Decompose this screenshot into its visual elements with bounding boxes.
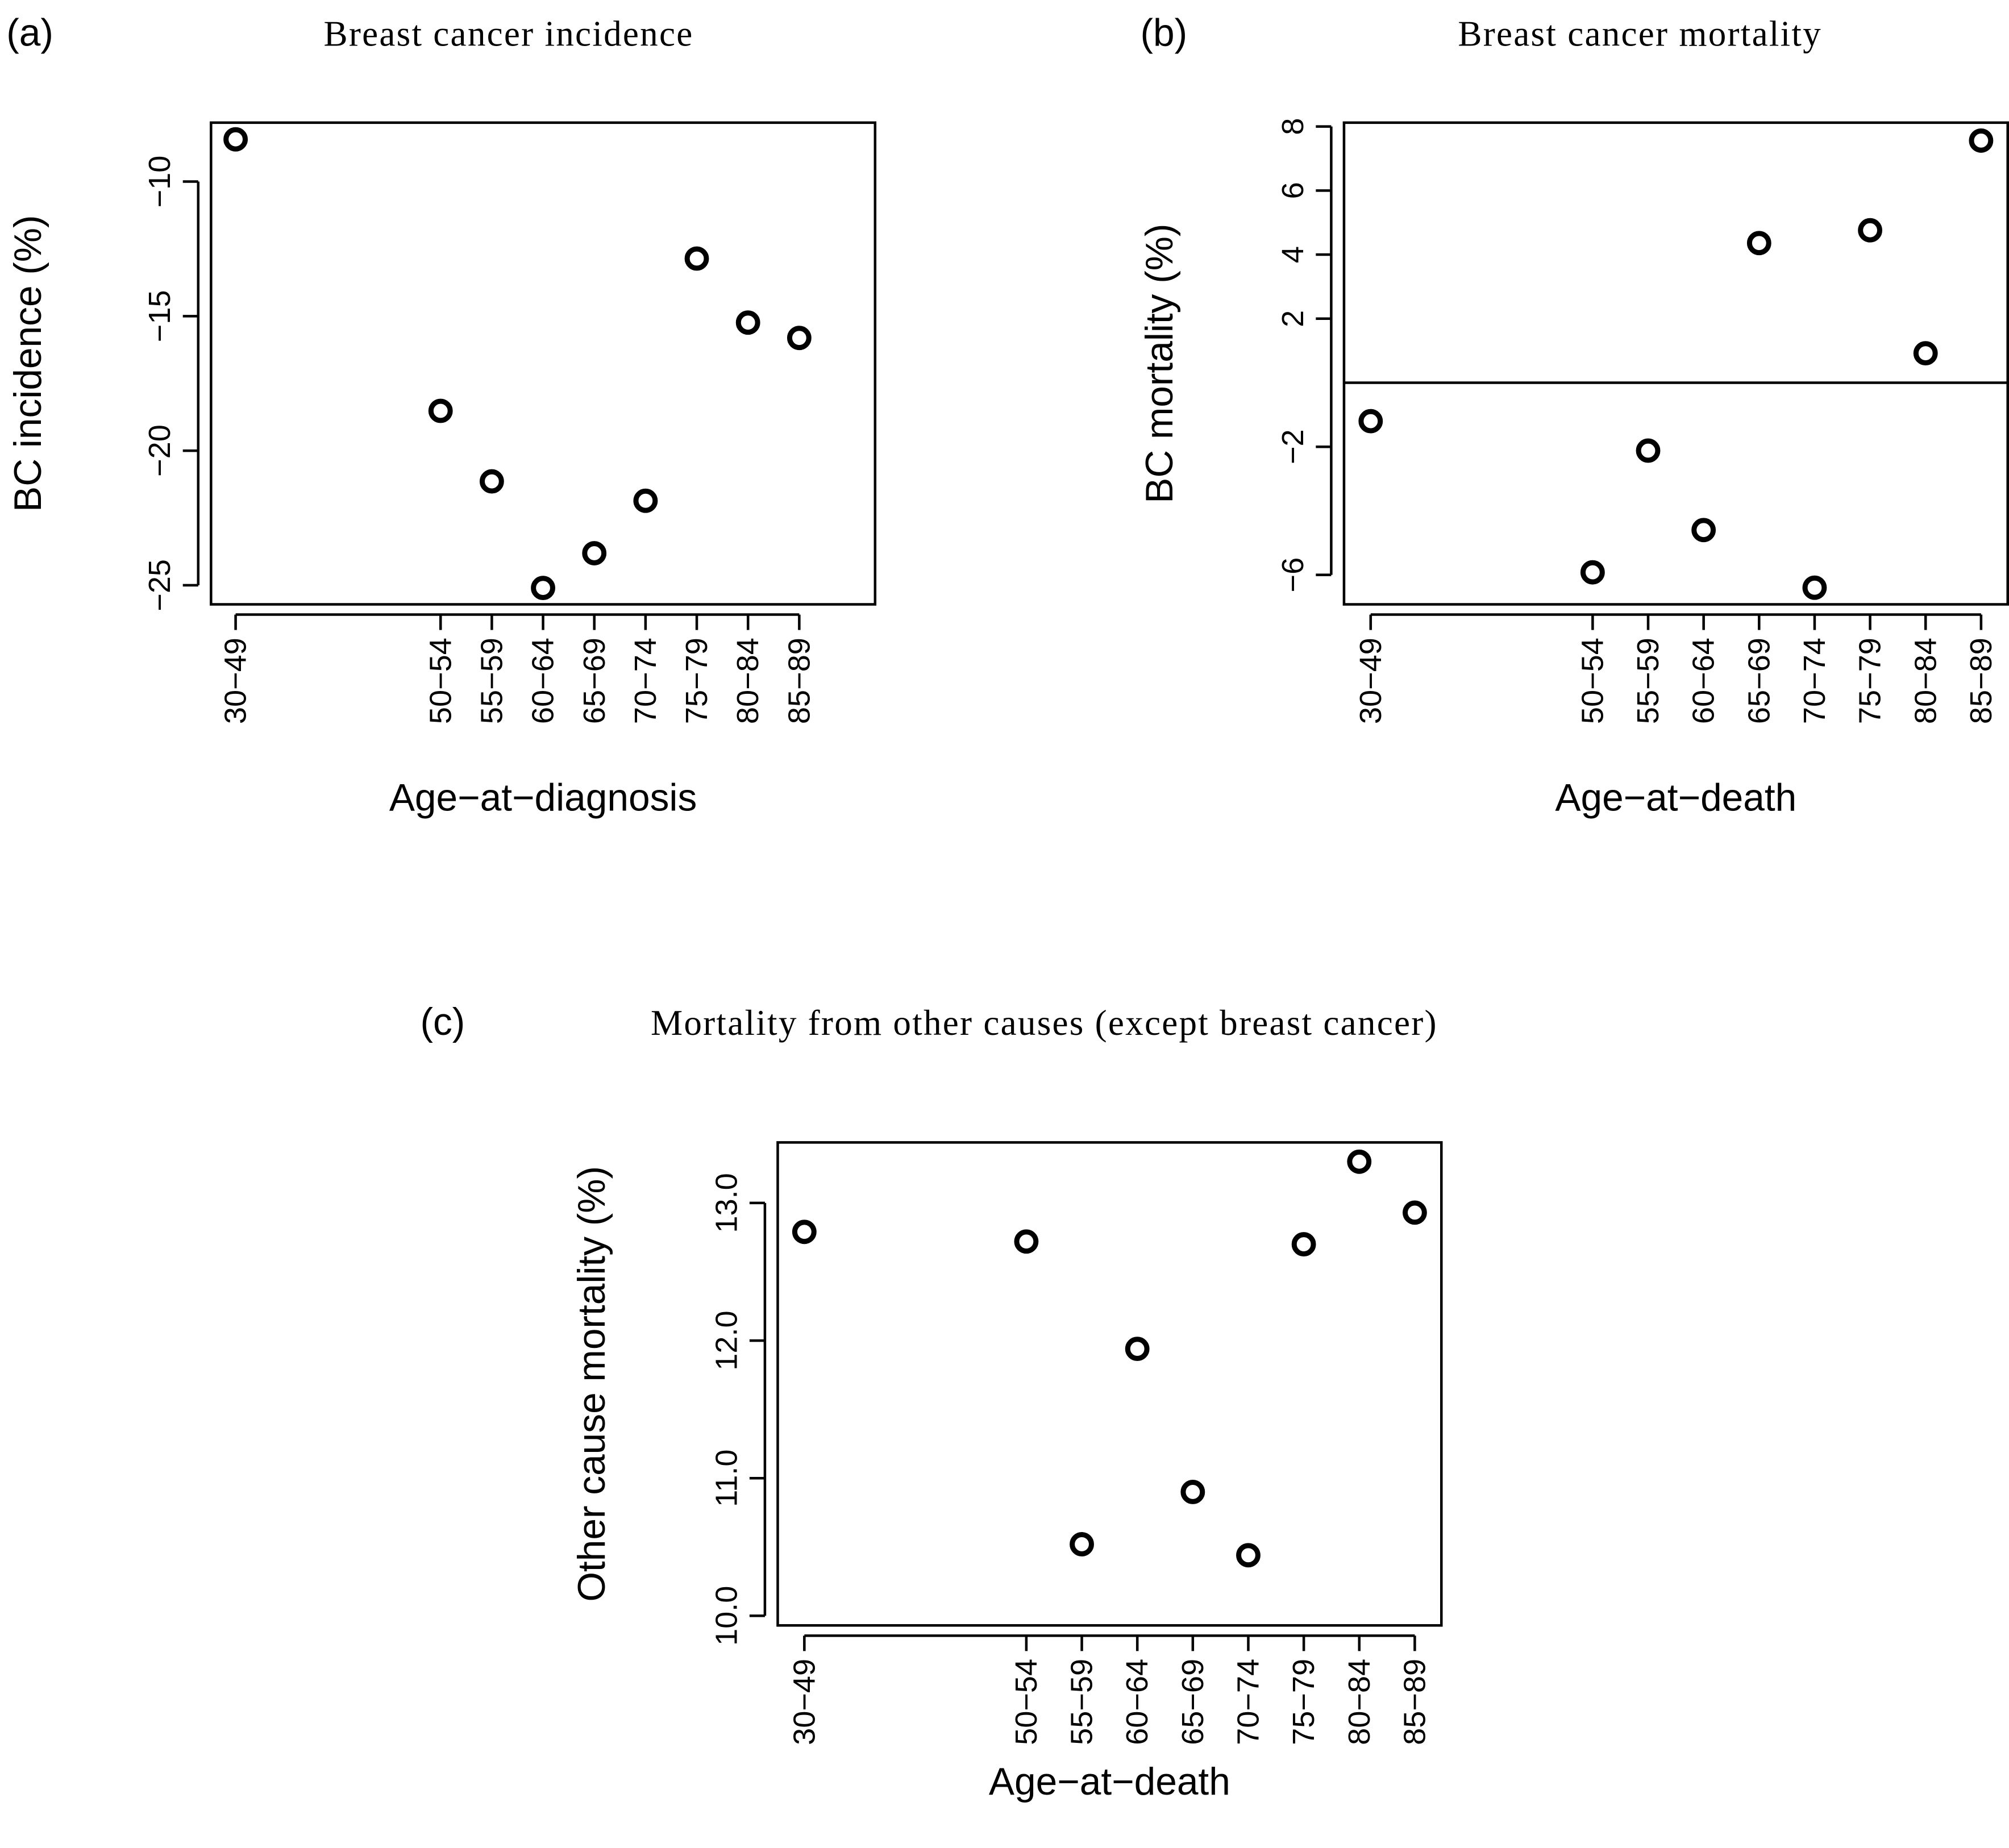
x-tick-label: 65−69 (1742, 638, 1776, 724)
point (1746, 231, 1771, 256)
y-tick-label: −20 (143, 424, 177, 477)
x-tick-label: 85−89 (1397, 1659, 1432, 1745)
x-tick-label: 55−59 (1065, 1659, 1099, 1745)
x-tick-label: 65−69 (1176, 1659, 1210, 1745)
x-tick-label: 60−64 (1120, 1659, 1154, 1745)
point (1358, 409, 1383, 434)
plot-frame (1342, 121, 2009, 606)
x-axis-label: Age−at−death (1555, 776, 1796, 819)
point (1691, 518, 1716, 543)
point (1802, 575, 1827, 600)
x-tick-label: 50−54 (1575, 638, 1609, 724)
y-axis-label: Other cause mortality (%) (571, 1166, 613, 1602)
y-tick-label: 8 (1276, 118, 1310, 135)
point (1402, 1200, 1427, 1225)
y-tick-label: 13.0 (709, 1173, 743, 1233)
x-tick-label: 30−49 (787, 1659, 821, 1745)
x-tick-label: 60−64 (1687, 638, 1721, 724)
y-tick-label: 4 (1276, 246, 1310, 263)
panel-label: (a) (6, 12, 53, 55)
point (1125, 1337, 1150, 1362)
x-axis-label: Age−at−death (989, 1760, 1230, 1803)
y-axis-label: BC incidence (%) (7, 215, 49, 511)
point (531, 576, 555, 601)
point (633, 488, 658, 513)
x-tick-label: 50−54 (1009, 1659, 1043, 1745)
y-tick-label: 2 (1276, 310, 1310, 327)
point (735, 310, 760, 335)
y-tick-label: −2 (1276, 429, 1310, 464)
x-tick-label: 65−69 (577, 638, 612, 724)
point (1014, 1229, 1039, 1254)
plot-frame (776, 1141, 1443, 1627)
y-tick-label: 11.0 (709, 1450, 743, 1507)
y-tick-label: −25 (143, 559, 177, 611)
x-axis-label: Age−at−diagnosis (389, 776, 697, 819)
panel-label: (b) (1140, 12, 1187, 55)
x-tick-label: 80−84 (731, 638, 765, 724)
point (582, 541, 607, 565)
point (1636, 438, 1661, 463)
chart-title: Breast cancer incidence (324, 14, 694, 54)
point (1913, 341, 1938, 366)
point (1580, 560, 1605, 585)
x-tick-label: 30−49 (1354, 638, 1388, 724)
point (1291, 1232, 1316, 1256)
point (1858, 218, 1883, 243)
point (428, 398, 453, 423)
x-tick-label: 70−74 (1232, 1659, 1266, 1745)
point (1236, 1543, 1261, 1568)
x-tick-label: 60−64 (526, 638, 560, 724)
point (787, 326, 812, 351)
y-tick-label: 12.0 (709, 1310, 743, 1370)
y-tick-label: 10.0 (709, 1586, 743, 1646)
x-tick-label: 80−84 (1342, 1659, 1376, 1745)
point (1969, 128, 1994, 153)
x-tick-label: 75−79 (680, 638, 714, 724)
y-tick-label: 6 (1276, 182, 1310, 199)
x-tick-label: 85−89 (1964, 638, 1998, 724)
x-tick-label: 50−54 (423, 638, 457, 724)
y-tick-label: −10 (143, 156, 177, 208)
y-axis-label: BC mortality (%) (1138, 224, 1181, 503)
x-tick-label: 75−79 (1287, 1659, 1321, 1745)
chart-title: Mortality from other causes (except brea… (651, 1003, 1438, 1043)
x-tick-label: 55−59 (475, 638, 509, 724)
x-tick-label: 55−59 (1631, 638, 1665, 724)
point (1347, 1149, 1372, 1174)
y-tick-label: −6 (1276, 557, 1310, 593)
point (1070, 1532, 1094, 1556)
point (223, 127, 248, 152)
point (1180, 1480, 1205, 1504)
point (684, 246, 709, 271)
x-tick-label: 70−74 (629, 638, 663, 724)
x-tick-label: 70−74 (1798, 638, 1832, 724)
chart-title: Breast cancer mortality (1458, 14, 1822, 54)
panel-label: (c) (420, 1001, 465, 1043)
plot-frame (210, 121, 877, 606)
x-tick-label: 30−49 (219, 638, 253, 724)
point (479, 469, 504, 494)
y-tick-label: −15 (143, 290, 177, 342)
x-tick-label: 75−79 (1853, 638, 1887, 724)
x-tick-label: 85−89 (782, 638, 816, 724)
x-tick-label: 80−84 (1908, 638, 1943, 724)
point (792, 1219, 817, 1245)
